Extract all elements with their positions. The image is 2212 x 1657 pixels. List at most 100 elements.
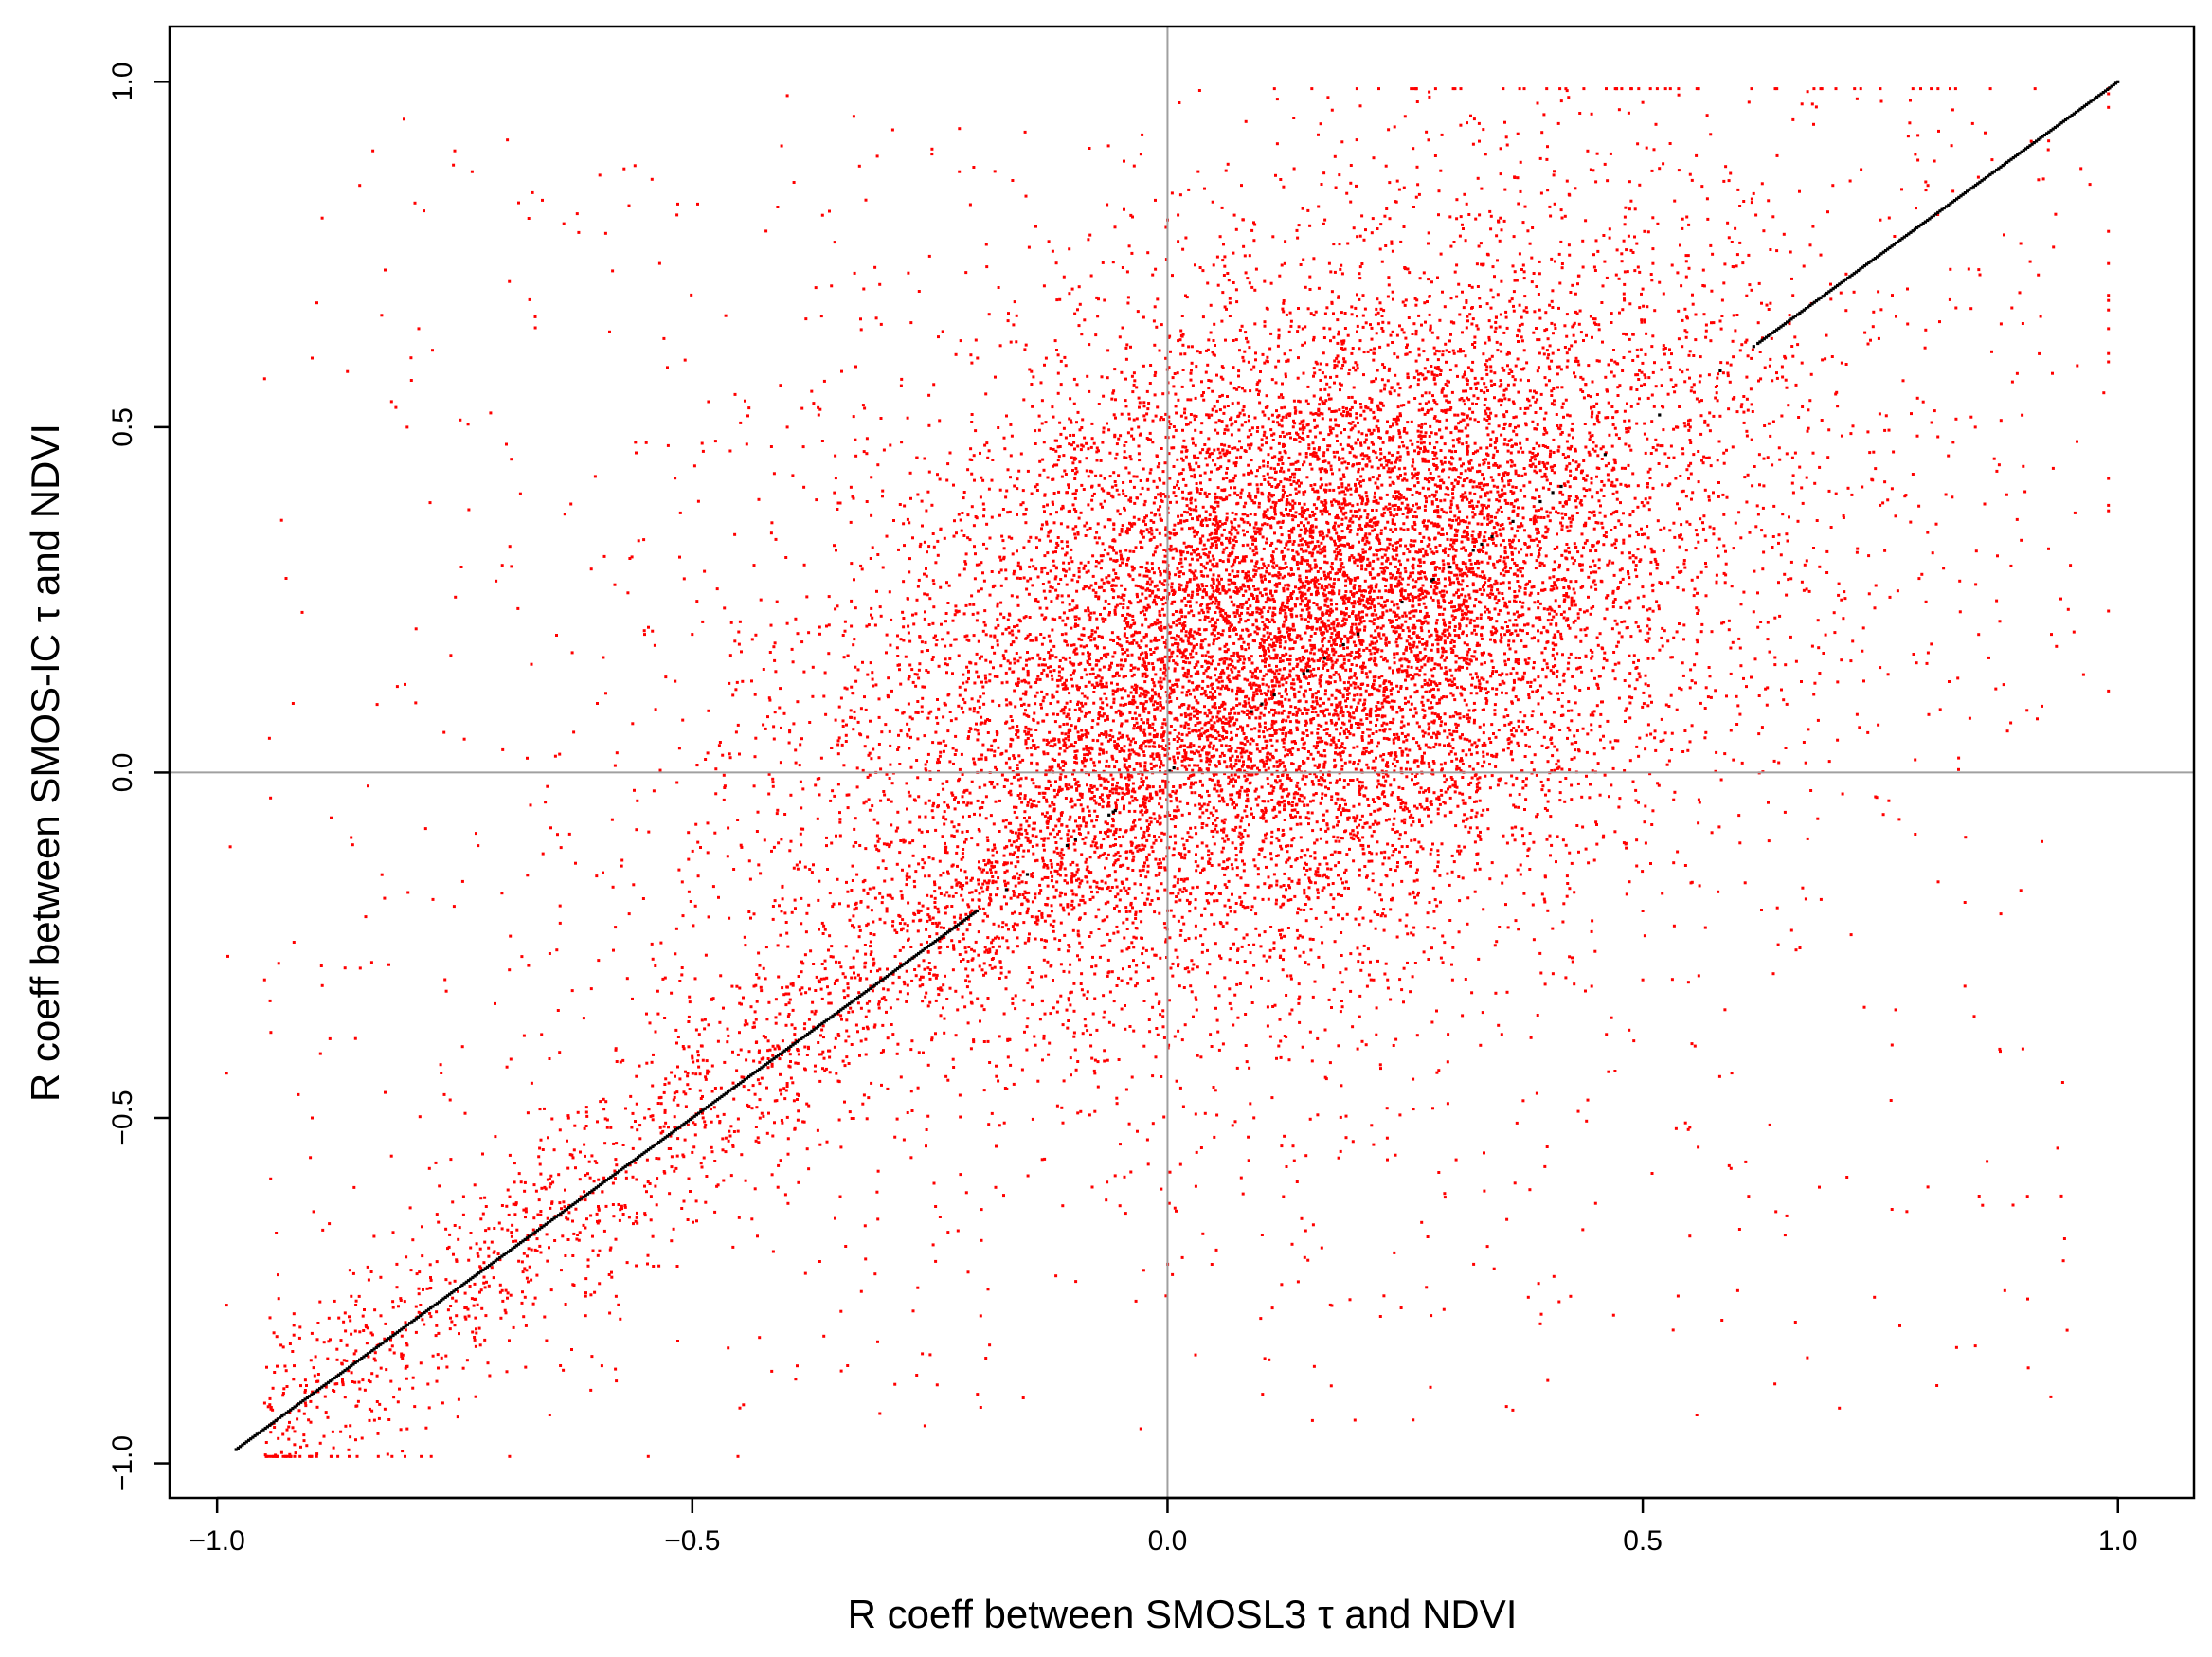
- data-point: [1402, 225, 1406, 228]
- data-point: [598, 1219, 602, 1223]
- data-point: [1279, 700, 1283, 704]
- data-point: [1318, 368, 1322, 371]
- data-point: [794, 761, 798, 765]
- data-point: [1628, 654, 1631, 657]
- data-point: [1177, 1029, 1180, 1033]
- data-point: [1658, 648, 1662, 652]
- data-point: [1844, 309, 1848, 313]
- data-point: [944, 612, 948, 615]
- data-point: [1448, 732, 1452, 736]
- data-point: [1214, 1006, 1217, 1010]
- data-point: [1709, 243, 1713, 247]
- data-point: [1772, 759, 1776, 763]
- data-point: [1045, 606, 1049, 610]
- data-point: [1530, 637, 1534, 640]
- data-point: [1508, 538, 1511, 542]
- data-point: [1723, 581, 1727, 585]
- data-point: [1203, 638, 1207, 641]
- data-point: [1275, 574, 1279, 578]
- data-point: [1651, 657, 1655, 660]
- data-point: [1467, 662, 1471, 666]
- data-point: [1276, 775, 1280, 778]
- data-point: [1340, 517, 1344, 521]
- data-point: [1140, 848, 1143, 852]
- data-point: [1340, 981, 1344, 984]
- data-point: [966, 801, 970, 805]
- data-point: [1278, 645, 1282, 649]
- data-point: [1476, 675, 1479, 679]
- data-point: [926, 1063, 930, 1067]
- data-point: [920, 499, 924, 503]
- data-point: [983, 912, 987, 916]
- data-point: [1123, 745, 1126, 748]
- data-point: [1228, 621, 1232, 625]
- data-point: [1303, 909, 1306, 911]
- data-point: [354, 1299, 358, 1303]
- data-point: [1415, 515, 1418, 519]
- data-point: [1200, 748, 1204, 752]
- data-point: [627, 912, 631, 916]
- data-point: [1342, 617, 1346, 621]
- data-point: [817, 898, 820, 902]
- data-point: [1058, 776, 1062, 780]
- data-point: [273, 1371, 277, 1374]
- data-point: [1304, 689, 1307, 693]
- data-point: [916, 909, 920, 912]
- data-point: [981, 743, 985, 747]
- data-point: [865, 1001, 869, 1005]
- data-point: [1317, 407, 1321, 411]
- data-point: [1076, 703, 1079, 706]
- data-point: [1890, 487, 1894, 491]
- data-point: [1444, 547, 1448, 550]
- data-point: [1230, 423, 1233, 427]
- data-point: [1298, 590, 1302, 594]
- data-point: [1434, 545, 1438, 549]
- data-point: [1432, 680, 1436, 684]
- data-point: [893, 928, 897, 932]
- data-point: [1727, 1163, 1731, 1167]
- data-point: [1142, 315, 1145, 319]
- data-point: [1446, 628, 1449, 632]
- data-point: [563, 513, 566, 516]
- data-point: [1205, 495, 1209, 498]
- data-point: [1124, 405, 1128, 408]
- data-point: [1410, 677, 1413, 681]
- data-point: [1176, 645, 1179, 649]
- data-point: [889, 744, 892, 747]
- data-point: [1341, 598, 1345, 601]
- data-point: [1802, 588, 1806, 592]
- data-point: [1246, 793, 1249, 797]
- data-point: [1572, 587, 1575, 591]
- data-point: [1520, 729, 1524, 733]
- data-point: [1800, 102, 1804, 106]
- data-point: [1384, 244, 1388, 247]
- data-point: [1487, 610, 1491, 614]
- data-point: [1005, 939, 1009, 943]
- data-point: [800, 406, 804, 410]
- data-point: [1348, 732, 1352, 736]
- data-point: [1281, 488, 1285, 492]
- data-point: [612, 1215, 616, 1218]
- data-point: [1004, 749, 1008, 753]
- data-point: [656, 1177, 659, 1180]
- data-point: [1230, 655, 1233, 657]
- data-point: [1567, 433, 1571, 437]
- data-point: [911, 680, 915, 684]
- data-point: [1272, 786, 1276, 789]
- data-point: [1119, 844, 1123, 848]
- data-point: [1070, 889, 1074, 892]
- data-point: [1184, 445, 1188, 449]
- data-point: [1212, 642, 1215, 646]
- data-point: [1247, 574, 1250, 578]
- data-point: [1666, 484, 1670, 488]
- data-point: [1519, 567, 1522, 570]
- data-point: [1398, 435, 1402, 439]
- data-point: [1081, 809, 1085, 813]
- data-point: [1209, 545, 1213, 549]
- data-point: [1102, 944, 1106, 947]
- data-point: [1391, 854, 1394, 857]
- data-point: [1299, 481, 1303, 485]
- data-point: [1513, 680, 1516, 684]
- data-point: [1147, 402, 1151, 405]
- data-point: [1134, 741, 1137, 745]
